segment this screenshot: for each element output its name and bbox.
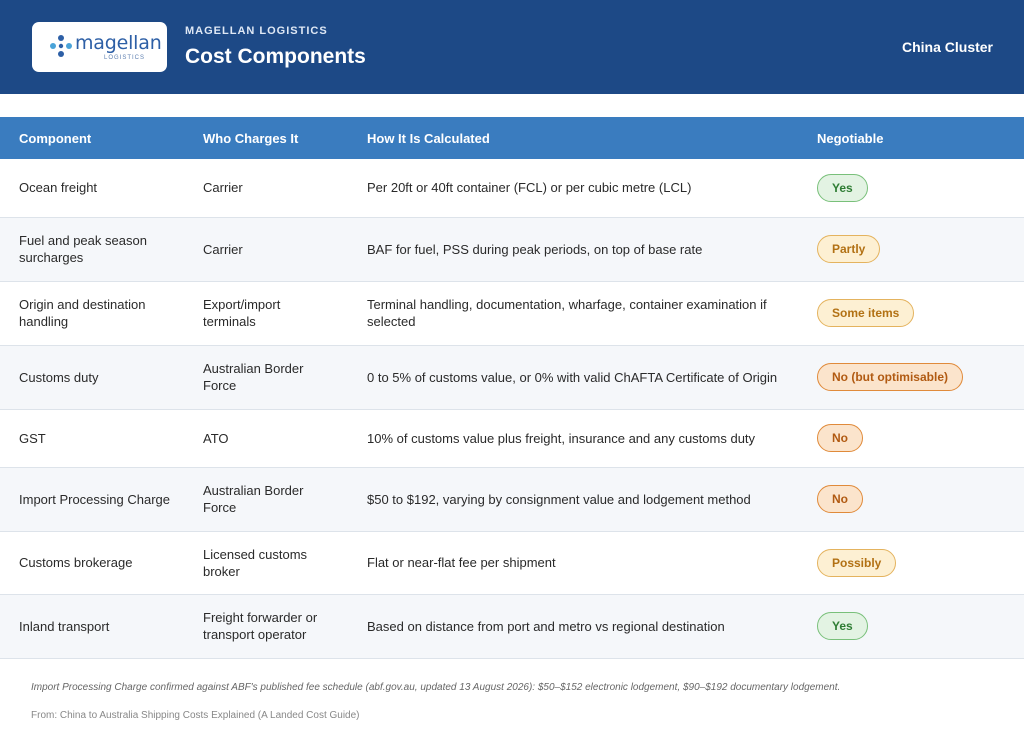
table-row: Customs brokerage Licensed customs broke… xyxy=(0,531,1024,595)
how-cell: Terminal handling, documentation, wharfa… xyxy=(348,281,798,346)
who-cell: Freight forwarder or transport operator xyxy=(184,594,348,659)
who-cell: Australian Border Force xyxy=(184,345,348,410)
negotiable-badge: No (but optimisable) xyxy=(817,363,963,391)
company-name: MAGELLAN LOGISTICS xyxy=(185,25,328,37)
logo-word: magellan xyxy=(75,32,162,54)
table-row: Inland transport Freight forwarder or tr… xyxy=(0,594,1024,659)
column-header-who: Who Charges It xyxy=(203,130,299,146)
negotiable-cell: Partly xyxy=(798,217,1024,282)
negotiable-badge: No xyxy=(817,424,863,452)
how-cell: Flat or near-flat fee per shipment xyxy=(348,531,798,595)
how-cell: Per 20ft or 40ft container (FCL) or per … xyxy=(348,159,798,218)
negotiable-cell: Yes xyxy=(798,159,1024,218)
how-cell: BAF for fuel, PSS during peak periods, o… xyxy=(348,217,798,282)
component-cell: Import Processing Charge xyxy=(0,467,184,532)
how-cell: $50 to $192, varying by consignment valu… xyxy=(348,467,798,532)
table-row: Customs duty Australian Border Force 0 t… xyxy=(0,345,1024,410)
component-cell: GST xyxy=(0,409,184,468)
table-row: Fuel and peak season surcharges Carrier … xyxy=(0,217,1024,282)
source-citation: From: China to Australia Shipping Costs … xyxy=(31,710,360,721)
how-cell: 0 to 5% of customs value, or 0% with val… xyxy=(348,345,798,410)
how-cell: Based on distance from port and metro vs… xyxy=(348,594,798,659)
cost-components-table: Component Who Charges It How It Is Calcu… xyxy=(0,117,1024,659)
negotiable-badge: Partly xyxy=(817,235,881,263)
company-logo: magellan LOGISTICS xyxy=(32,22,167,72)
table-row: Ocean freight Carrier Per 20ft or 40ft c… xyxy=(0,159,1024,218)
who-cell: Export/import terminals xyxy=(184,281,348,346)
who-cell: Australian Border Force xyxy=(184,467,348,532)
component-cell: Customs brokerage xyxy=(0,531,184,595)
logo-mark-icon xyxy=(50,35,72,57)
who-cell: ATO xyxy=(184,409,348,468)
component-cell: Ocean freight xyxy=(0,159,184,218)
component-cell: Customs duty xyxy=(0,345,184,410)
column-header-negotiable: Negotiable xyxy=(817,130,884,146)
who-cell: Licensed customs broker xyxy=(184,531,348,595)
negotiable-badge: No xyxy=(817,485,863,513)
negotiable-badge: Yes xyxy=(817,173,868,202)
negotiable-cell: Possibly xyxy=(798,531,1024,595)
how-cell: 10% of customs value plus freight, insur… xyxy=(348,409,798,468)
negotiable-badge: Possibly xyxy=(817,548,897,577)
negotiable-cell: No xyxy=(798,467,1024,532)
table-row: Origin and destination handling Export/i… xyxy=(0,281,1024,346)
negotiable-cell: No (but optimisable) xyxy=(798,345,1024,410)
component-cell: Fuel and peak season surcharges xyxy=(0,217,184,282)
who-cell: Carrier xyxy=(184,159,348,218)
page-title: Cost Components xyxy=(185,45,366,68)
who-cell: Carrier xyxy=(184,217,348,282)
negotiable-cell: Some items xyxy=(798,281,1024,346)
component-cell: Origin and destination handling xyxy=(0,281,184,346)
negotiable-badge: Some items xyxy=(817,299,915,327)
footnote: Import Processing Charge confirmed again… xyxy=(31,682,841,693)
table-header-row: Component Who Charges It How It Is Calcu… xyxy=(0,117,1024,159)
column-header-how: How It Is Calculated xyxy=(367,130,490,146)
page-header: magellan LOGISTICS MAGELLAN LOGISTICS Co… xyxy=(0,0,1024,94)
negotiable-badge: Yes xyxy=(817,612,868,640)
component-cell: Inland transport xyxy=(0,594,184,659)
negotiable-cell: Yes xyxy=(798,594,1024,659)
negotiable-cell: No xyxy=(798,409,1024,468)
table-row: GST ATO 10% of customs value plus freigh… xyxy=(0,409,1024,468)
logo-subtitle: LOGISTICS xyxy=(104,55,146,61)
column-header-component: Component xyxy=(19,130,92,146)
table-row: Import Processing Charge Australian Bord… xyxy=(0,467,1024,532)
cluster-label: China Cluster xyxy=(901,39,993,55)
